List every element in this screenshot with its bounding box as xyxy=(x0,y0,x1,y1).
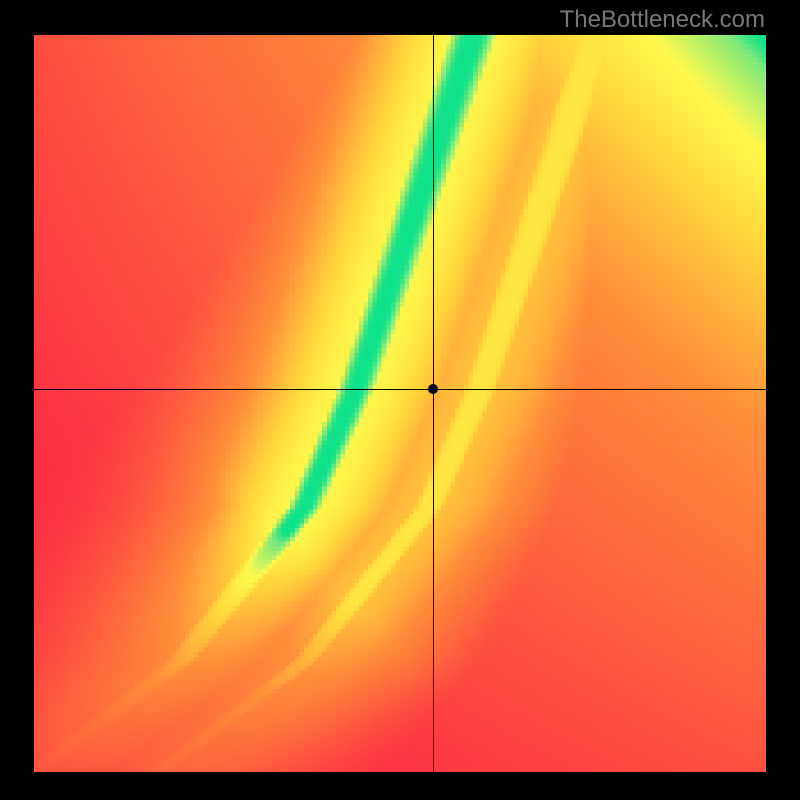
heatmap-plot xyxy=(34,35,766,772)
crosshair-horizontal xyxy=(34,389,766,390)
marker-dot xyxy=(428,384,438,394)
crosshair-vertical xyxy=(433,35,434,772)
heatmap-canvas xyxy=(34,35,766,772)
chart-frame: TheBottleneck.com xyxy=(0,0,800,800)
watermark-text: TheBottleneck.com xyxy=(560,6,765,34)
